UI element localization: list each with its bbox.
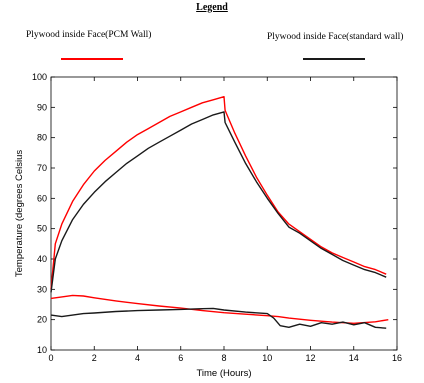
x-axis-label: Time (Hours) [196, 368, 251, 379]
x-tick-label: 2 [92, 353, 97, 363]
x-tick-label: 6 [178, 353, 183, 363]
y-tick-label: 90 [37, 102, 47, 112]
legend-title: Legend [196, 2, 228, 13]
plot-area: 0 2 4 6 8 10 12 14 16 10 20 30 40 50 60 70 80 90 100 Time (… [14, 72, 402, 379]
y-tick-label: 30 [37, 284, 47, 294]
y-tick-label: 20 [37, 315, 47, 325]
series-line-exterior-pcm-wall [50, 95, 387, 290]
x-tick-label: 12 [305, 353, 315, 363]
series-line-interior-standard-wall [50, 307, 387, 329]
series-line-interior-pcm-wall [50, 294, 389, 324]
x-tick-label: 10 [262, 353, 272, 363]
y-tick-label: 70 [37, 163, 47, 173]
y-tick-label: 40 [37, 254, 47, 264]
y-tick-label: 60 [37, 193, 47, 203]
legend-label-pcm-wall: Plywood inside Face(PCM Wall) [26, 30, 152, 40]
legend-label-standard-wall: Plywood inside Face(standard wall) [267, 32, 404, 42]
x-tick-label: 0 [48, 353, 53, 363]
y-axis-label: Temperature (degrees Celsius [14, 150, 25, 278]
y-tick-label: 10 [37, 345, 47, 355]
series-line-exterior-standard-wall [50, 111, 387, 293]
x-tick-label: 8 [221, 353, 226, 363]
x-tick-label: 4 [135, 353, 140, 363]
x-tick-label: 14 [349, 353, 359, 363]
y-tick-label: 50 [37, 224, 47, 234]
y-tick-label: 80 [37, 133, 47, 143]
x-tick-label: 16 [392, 353, 402, 363]
legend-swatch-pcm-wall [61, 58, 123, 60]
legend-swatch-standard-wall [303, 58, 365, 60]
y-tick-label: 100 [32, 72, 47, 82]
